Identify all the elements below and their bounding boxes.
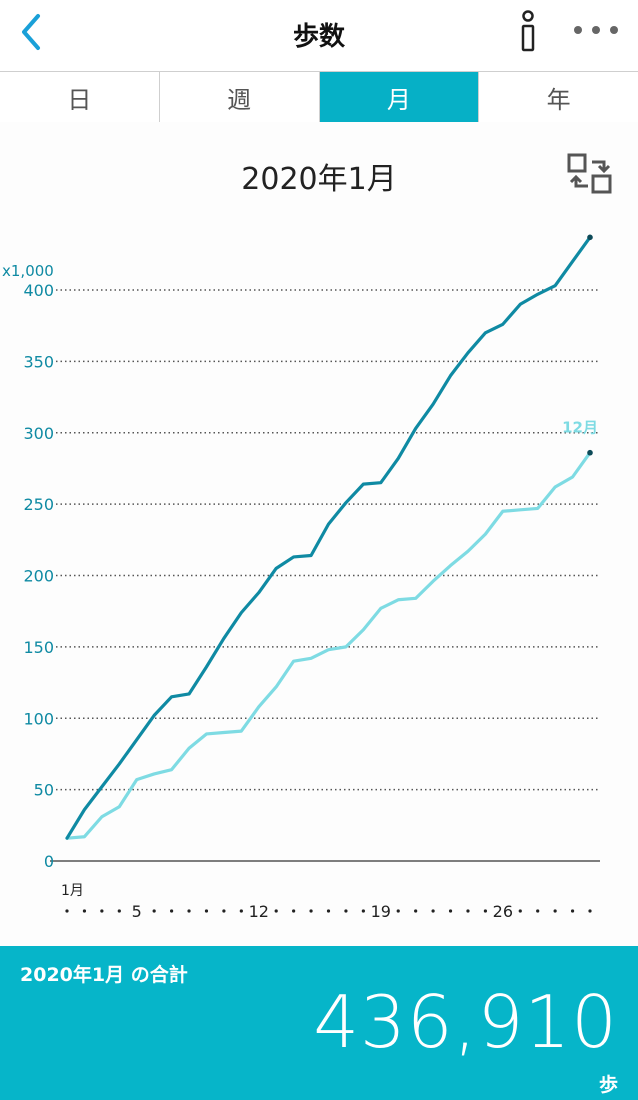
x-tick-dot (536, 909, 540, 913)
y-tick-label: 300 (23, 424, 54, 443)
y-tick-label: 150 (23, 638, 54, 657)
x-tick-dot (65, 909, 69, 913)
x-tick-dot (448, 909, 453, 913)
period-tabs: 日 週 月 年 (0, 71, 638, 123)
y-tick-label: 100 (23, 709, 54, 728)
x-tick-label: 5 (132, 902, 142, 921)
period-title: 2020年1月 (241, 162, 397, 197)
x-tick-dot (170, 909, 174, 913)
y-unit-label: x1,000 (2, 262, 54, 280)
x-tick-dot (414, 909, 418, 913)
x-tick-dot (553, 909, 557, 913)
series-end-point (587, 449, 593, 456)
series-line (65, 235, 592, 840)
x-tick-dot (309, 909, 313, 913)
page-title: 歩数 (292, 22, 345, 52)
x-tick-dot (100, 909, 104, 913)
y-tick-label: 350 (23, 352, 54, 371)
back-button[interactable] (14, 12, 50, 52)
header: 歩数 (0, 0, 638, 70)
x-tick-dot (187, 909, 191, 913)
more-options-button[interactable] (566, 12, 626, 48)
series-label: 12月 (562, 419, 598, 437)
y-tick-label: 50 (34, 781, 54, 800)
x-tick-label: 12 (249, 902, 269, 921)
x-tick-dot (483, 909, 487, 913)
x-tick-dot (431, 909, 435, 913)
total-label: 2020年1月 の合計 (20, 964, 188, 986)
x-tick-dot (396, 909, 400, 913)
tab-day[interactable]: 日 (0, 72, 160, 122)
x-tick-dot (274, 909, 278, 913)
swap-compare-icon (567, 153, 612, 194)
steps-line-chart: x1,000 0 50 100 150 200 250 300 350 400 1月 5 12 19 26… (2, 234, 600, 921)
x-tick-dot (82, 909, 87, 913)
series-line (65, 451, 592, 840)
x-tick-dot (292, 909, 296, 913)
total-steps-value: 436,910 (313, 980, 618, 1064)
x-tick-dot (518, 909, 522, 913)
x-tick-dot (239, 909, 243, 913)
x-tick-dot (117, 909, 121, 913)
x-tick-label: 19 (371, 902, 391, 921)
x-tick-dot (588, 909, 592, 913)
series-end-point (587, 234, 593, 241)
more-icon (574, 26, 618, 34)
x-tick-dot (326, 909, 331, 913)
compare-toggle-button[interactable] (566, 152, 614, 196)
x-tick-dot (222, 909, 226, 913)
x-tick-dot (344, 909, 348, 913)
x-tick-dot (570, 909, 575, 913)
chart-area: 2020年1月 x1,000 0 50 100 150 200 250 300 350 400 1… (0, 122, 638, 946)
y-tick-label: 400 (23, 281, 54, 300)
x-tick-dot (466, 909, 470, 913)
y-tick-label: 200 (23, 567, 54, 586)
y-tick-label: 250 (23, 495, 54, 514)
tab-month[interactable]: 月 (319, 72, 480, 122)
x-tick-dot (152, 909, 156, 913)
chevron-left-icon (22, 14, 40, 50)
info-button[interactable] (516, 10, 540, 52)
x-start-label: 1月 (61, 883, 84, 899)
total-unit: 歩 (598, 1074, 618, 1096)
y-tick-label: 0 (44, 852, 54, 871)
info-icon (521, 10, 535, 52)
tab-week[interactable]: 週 (160, 72, 320, 122)
monthly-total-panel: 2020年1月 の合計 436,910 歩 (0, 946, 638, 1100)
x-tick-dot (361, 909, 365, 913)
x-tick-dot (204, 909, 209, 913)
tab-year[interactable]: 年 (546, 85, 571, 114)
x-tick-label: 26 (493, 902, 513, 921)
